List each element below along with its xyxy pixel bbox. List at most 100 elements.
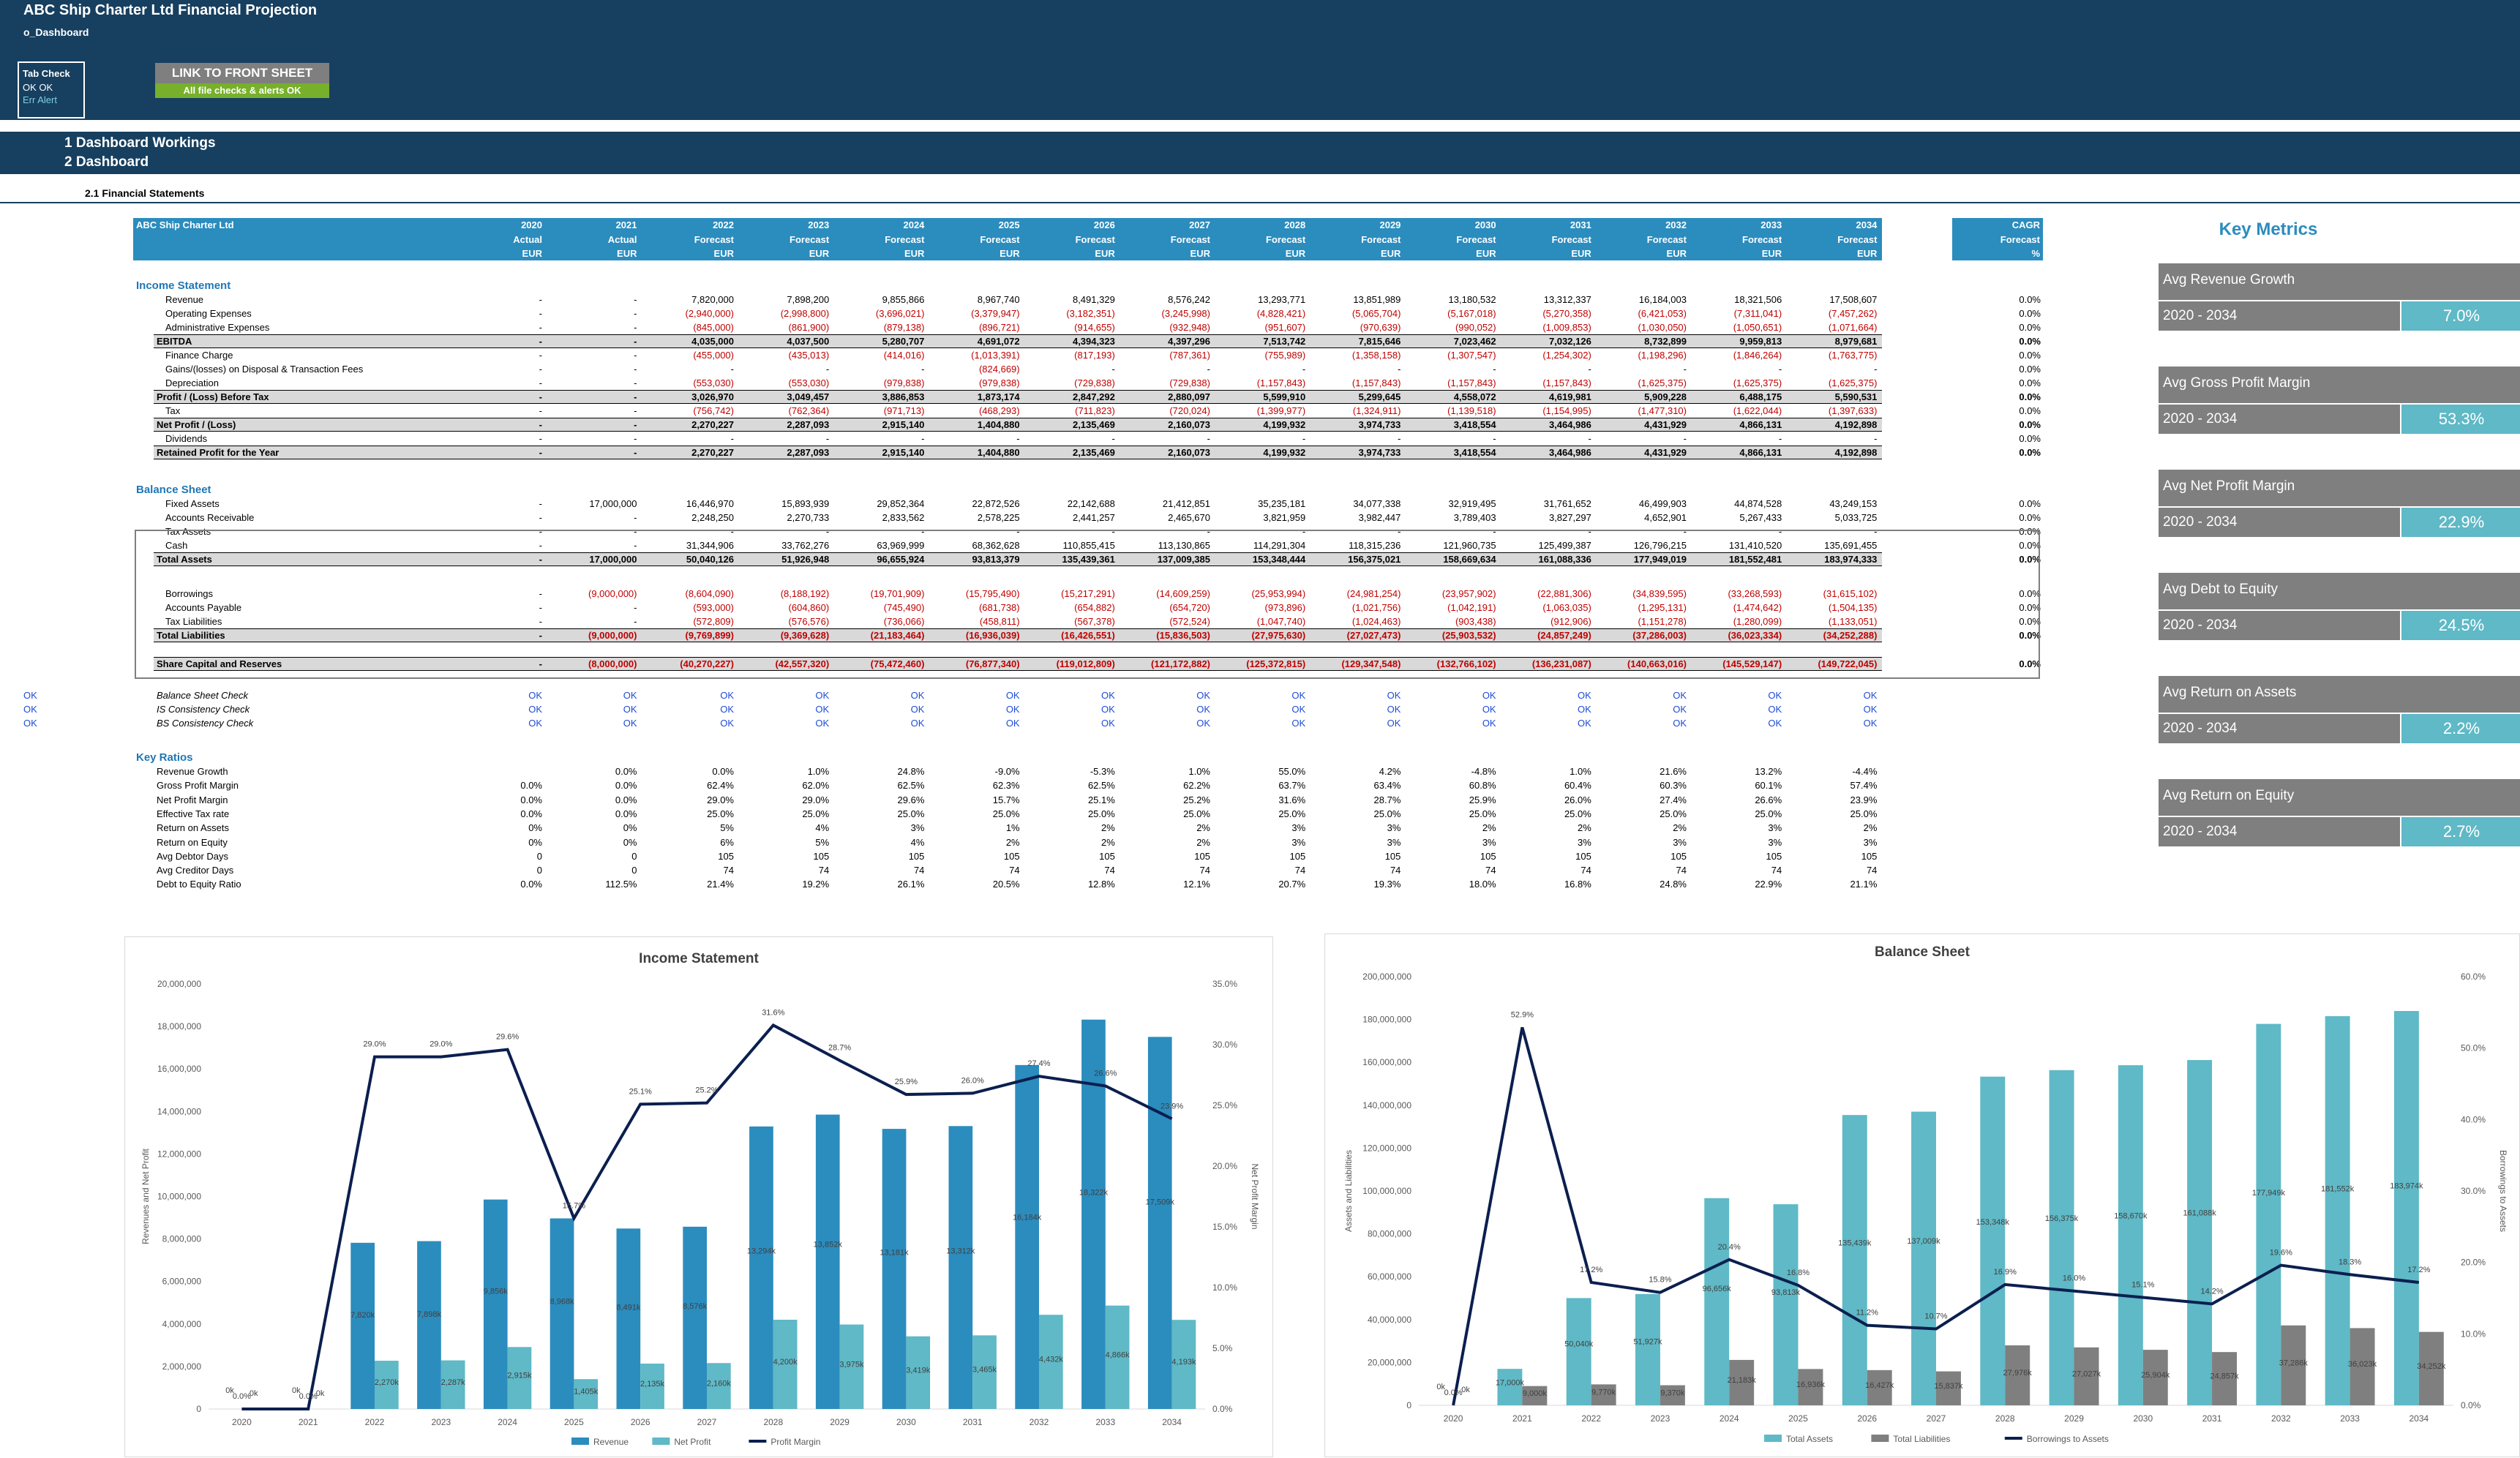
check-cell: OK: [1578, 704, 1591, 715]
row-label: Share Capital and Reserves: [157, 658, 282, 669]
value-cell: -: [1398, 526, 1401, 537]
value-cell: (31,615,102): [1823, 588, 1878, 599]
value-cell: (593,000): [693, 602, 734, 613]
value-cell: 35,235,181: [1258, 498, 1306, 509]
income-row: Administrative Expenses - - (845,000) (861,9…: [0, 320, 2049, 334]
value-cell: (973,896): [1264, 602, 1306, 613]
value-cell: 4,431,929: [1644, 419, 1687, 430]
value-cell: 4,866,131: [1739, 419, 1782, 430]
check-cell: OK: [1291, 718, 1306, 729]
ratio-cell: 4.2%: [1379, 766, 1401, 777]
bar-revenue: [882, 1129, 907, 1409]
subsection-financial-statements: 2.1 Financial Statements: [85, 187, 205, 199]
value-cell: (979,838): [883, 377, 925, 388]
value-cell: -: [730, 433, 734, 444]
x-tick-label: 2025: [564, 1417, 584, 1427]
value-cell: -: [634, 526, 637, 537]
x-tick-label: 2024: [1720, 1413, 1739, 1424]
liability-row: Tax Liabilities - - (572,809) (576,576) (736,…: [0, 615, 2049, 628]
bar-total-assets: [1635, 1293, 1660, 1405]
total-row-band: [154, 446, 1882, 459]
bar-data-label: 0k: [292, 1386, 301, 1395]
y-tick-label: 10,000,000: [157, 1192, 201, 1202]
cagr-cell: 0.0%: [2019, 433, 2041, 444]
check-cell: OK: [1196, 704, 1210, 715]
value-cell: 2,248,250: [691, 512, 734, 523]
year-header: 2025 Forecast EUR: [980, 219, 1020, 259]
ratio-cell: 26.0%: [1564, 794, 1591, 805]
bar-data-label: 16,184k: [1013, 1213, 1042, 1222]
bar-data-label: 16,427k: [1865, 1381, 1894, 1390]
year-header: 2034 Forecast EUR: [1837, 219, 1878, 259]
bar-data-label: 4,866k: [1106, 1350, 1130, 1359]
cagr-cell: 0.0%: [2019, 336, 2041, 347]
value-cell: -: [539, 322, 542, 333]
tab-check-alert: Err Alert: [23, 94, 57, 105]
bar-net-profit: [839, 1324, 864, 1409]
section-dashboard[interactable]: 2 Dashboard: [64, 154, 149, 170]
value-cell: 3,464,986: [1548, 419, 1591, 430]
bar-total-assets: [1566, 1298, 1591, 1405]
value-cell: (1,307,547): [1447, 350, 1496, 361]
value-cell: 5,280,707: [882, 336, 925, 347]
value-cell: 3,464,986: [1548, 447, 1591, 458]
dashboard-header: ABC Ship Charter Ltd Financial Projectio…: [0, 0, 2520, 120]
bar-revenue: [749, 1126, 773, 1409]
ratio-cell: 0: [631, 865, 637, 876]
row-label: Total Liabilities: [157, 630, 225, 641]
ratio-cell: 2%: [1578, 822, 1591, 834]
y-tick-label: 14,000,000: [157, 1106, 201, 1116]
value-cell: (745,490): [883, 602, 925, 613]
check-cell: OK: [1387, 718, 1401, 729]
x-tick-label: 2028: [1995, 1413, 2015, 1424]
y-tick-label: 20,000,000: [157, 979, 201, 989]
value-cell: (34,252,288): [1823, 630, 1878, 641]
bar-data-label: 15,837k: [1934, 1382, 1963, 1391]
bar-net-profit: [1105, 1305, 1130, 1409]
app-title: ABC Ship Charter Ltd Financial Projectio…: [23, 2, 318, 18]
value-cell: 3,049,457: [787, 391, 830, 402]
ratio-cell: 0.0%: [615, 808, 637, 819]
value-cell: (1,071,664): [1828, 322, 1878, 333]
value-cell: -: [825, 433, 830, 444]
value-cell: 2,270,227: [691, 447, 734, 458]
tab-check-title: Tab Check: [23, 68, 70, 79]
bar-data-label: 8,491k: [616, 1303, 641, 1312]
bar-total-assets: [2187, 1060, 2213, 1405]
value-cell: -: [539, 364, 542, 375]
ratio-cell: 28.7%: [1373, 794, 1401, 805]
row-label: Total Assets: [157, 554, 212, 565]
value-cell: 2,578,225: [977, 512, 1020, 523]
value-cell: -: [634, 405, 637, 416]
bar-data-label: 37,286k: [2279, 1359, 2309, 1367]
value-cell: (119,012,809): [1056, 658, 1115, 669]
cagr-cell: 0.0%: [2019, 377, 2041, 388]
ratio-cell: 74: [1199, 865, 1210, 876]
line-data-label: 15.8%: [1649, 1276, 1671, 1285]
x-tick-label: 2031: [2202, 1413, 2222, 1424]
value-cell: (7,311,041): [1733, 308, 1782, 319]
ratio-cell: 29.6%: [897, 794, 925, 805]
ratio-cell: 0: [536, 850, 542, 862]
section-dashboard-workings[interactable]: 1 Dashboard Workings: [64, 135, 216, 151]
chart-svg: 0 20,000,000 40,000,000 60,000,000 80,000,00…: [1343, 972, 2508, 1444]
bar-data-label: 25,904k: [2141, 1371, 2170, 1380]
y-axis-title: Revenues and Net Profit: [140, 1148, 151, 1244]
cagr-cell: 0.0%: [2019, 588, 2041, 599]
y2-tick-label: 60.0%: [2461, 972, 2486, 982]
y2-tick-label: 40.0%: [2461, 1114, 2486, 1124]
y2-tick-label: 0.0%: [1212, 1404, 1233, 1414]
y2-axis-title: Net Profit Margin: [1250, 1163, 1260, 1229]
value-cell: (33,268,593): [1728, 588, 1782, 599]
value-cell: 156,375,021: [1348, 554, 1401, 565]
tab-check-status: OK OK: [23, 82, 53, 93]
check-cell: OK: [815, 690, 830, 701]
line-data-label: 25.1%: [629, 1087, 652, 1096]
value-cell: 18,321,506: [1734, 294, 1782, 305]
line-data-label: 20.4%: [1718, 1243, 1741, 1252]
bar-revenue: [616, 1228, 641, 1409]
link-to-front-sheet-button[interactable]: LINK TO FRONT SHEET: [155, 63, 329, 83]
ratio-row: Avg Creditor Days 0 0 74 74 74 74 74 74 74 74 74 74 7…: [0, 863, 2049, 877]
line-profit-margin: [241, 1023, 1173, 1410]
bar-revenue: [683, 1226, 707, 1409]
